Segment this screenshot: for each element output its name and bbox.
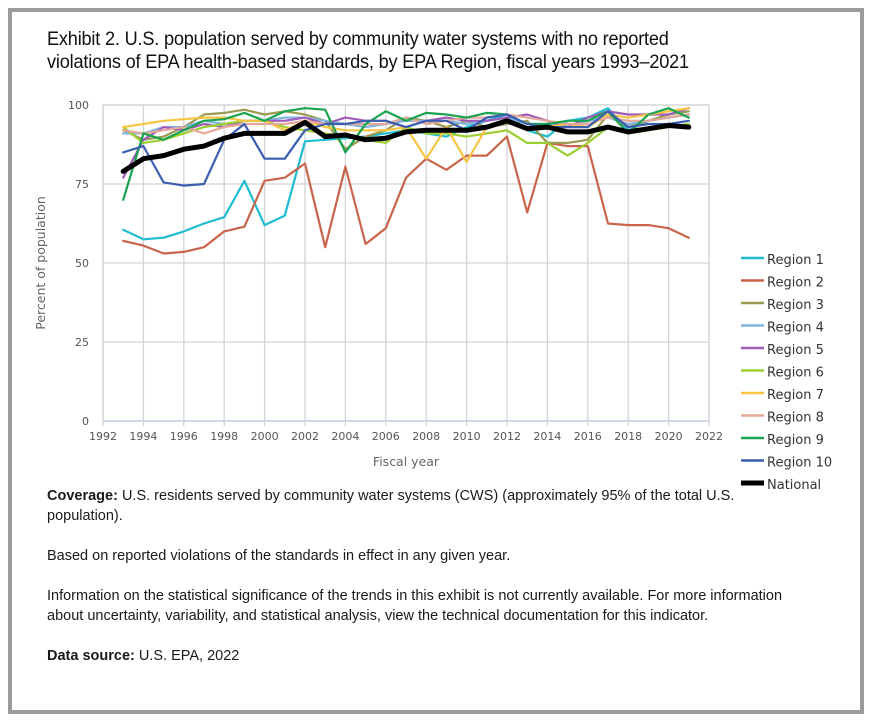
x-axis-ticks: 1992 1994 1996 1998 2000 2002 2004 2006 2008 2010… (89, 430, 723, 443)
x-tick-label: 1996 (170, 430, 198, 443)
x-tick-label: 2010 (453, 430, 481, 443)
series-line-region-7 (122, 107, 690, 163)
x-tick-label: 2006 (372, 430, 400, 443)
notes: Coverage: U.S. residents served by commu… (47, 486, 807, 686)
x-tick-label: 2016 (574, 430, 602, 443)
x-axis-label: Fiscal year (373, 454, 440, 469)
legend-label: Region 4 (767, 321, 824, 336)
series-line-national (120, 118, 692, 174)
legend: Region 1 Region 2 Region 3 Region 4 Region 5… (741, 253, 832, 493)
x-tick-label: 2018 (614, 430, 642, 443)
legend-label: Region 8 (767, 411, 824, 426)
line-chart: 0 25 50 75 100 1992 1994 1996 1998 2000 2002 2004 2… (33, 99, 832, 493)
legend-label: National (767, 478, 821, 493)
series-line-region-10 (122, 110, 690, 187)
coverage-label: Coverage: (47, 488, 118, 504)
x-tick-label: 2004 (331, 430, 359, 443)
source-text: U.S. EPA, 2022 (134, 648, 240, 664)
series-lines (120, 107, 692, 255)
x-tick-label: 2002 (291, 430, 319, 443)
series-line-region-2 (122, 135, 690, 255)
legend-label: Region 3 (767, 298, 824, 313)
x-tick-label: 2014 (533, 430, 561, 443)
y-tick-label: 75 (75, 178, 89, 191)
figure-frame (8, 8, 864, 714)
data-source-note: Data source: U.S. EPA, 2022 (47, 646, 807, 666)
x-tick-label: 1994 (129, 430, 157, 443)
basis-note: Based on reported violations of the stan… (47, 548, 511, 564)
x-tick-label: 1992 (89, 430, 117, 443)
legend-label: Region 1 (767, 253, 824, 268)
title-line-1: Exhibit 2. U.S. population served by com… (47, 28, 669, 50)
x-tick-label: 2020 (655, 430, 683, 443)
x-tick-label: 2022 (695, 430, 723, 443)
y-axis-label: Percent of population (33, 196, 48, 330)
coverage-note: Coverage: U.S. residents served by commu… (47, 486, 807, 526)
x-tick-label: 2012 (493, 430, 521, 443)
title-line-2: violations of EPA health-based standards… (47, 51, 689, 73)
y-axis-ticks: 0 25 50 75 100 (68, 99, 89, 428)
x-tick-label: 1998 (210, 430, 238, 443)
x-tick-label: 2000 (251, 430, 279, 443)
figure-title: Exhibit 2. U.S. population served by com… (47, 28, 782, 74)
coverage-text: U.S. residents served by community water… (47, 488, 735, 524)
legend-label: Region 7 (767, 388, 824, 403)
x-tick-label: 2008 (412, 430, 440, 443)
legend-label: Region 5 (767, 343, 824, 358)
significance-note: Information on the statistical significa… (47, 588, 783, 624)
source-label: Data source: (47, 648, 135, 664)
y-tick-label: 0 (82, 415, 89, 428)
y-tick-label: 100 (68, 99, 89, 112)
y-tick-label: 50 (75, 257, 89, 270)
legend-label: Region 10 (767, 456, 832, 471)
y-tick-label: 25 (75, 336, 89, 349)
legend-label: Region 9 (767, 433, 824, 448)
legend-label: Region 2 (767, 276, 824, 291)
grid-lines (102, 104, 710, 426)
series-line-region-9 (122, 107, 690, 201)
legend-label: Region 6 (767, 366, 824, 381)
